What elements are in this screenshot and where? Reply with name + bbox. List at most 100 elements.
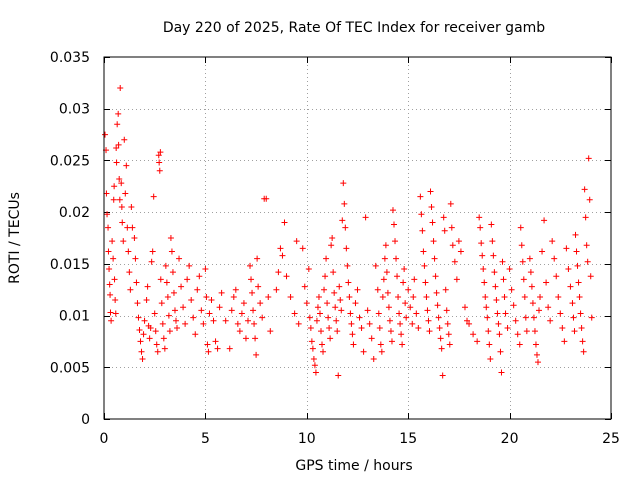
data-point [240, 300, 247, 307]
data-point [358, 324, 365, 331]
data-point [114, 121, 121, 128]
data-point [368, 335, 375, 342]
data-point [354, 286, 361, 293]
data-point [127, 286, 134, 293]
data-point [128, 203, 135, 210]
data-point [313, 317, 320, 324]
grid-layer [104, 57, 611, 419]
data-point [334, 328, 341, 335]
data-point [341, 200, 348, 207]
data-point [385, 304, 392, 311]
data-point [386, 317, 393, 324]
data-point [466, 320, 473, 327]
data-point [484, 314, 491, 321]
data-point [248, 276, 255, 283]
data-point [112, 310, 119, 317]
data-point [499, 258, 506, 265]
data-point [481, 279, 488, 286]
data-point [188, 297, 195, 304]
data-point [184, 276, 191, 283]
data-point [105, 224, 112, 231]
data-point [159, 320, 166, 327]
y-tick-label: 0.005 [50, 360, 90, 376]
data-point [126, 269, 133, 276]
data-point [512, 317, 519, 324]
data-point [154, 348, 161, 355]
data-point [432, 273, 439, 280]
data-point [163, 279, 170, 286]
data-point [299, 245, 306, 252]
data-point [172, 317, 179, 324]
data-point [316, 310, 323, 317]
data-point [342, 224, 349, 231]
data-point [279, 252, 286, 259]
data-point [168, 248, 175, 255]
data-point [162, 262, 169, 269]
data-point [436, 324, 443, 331]
data-point [488, 221, 495, 228]
data-point [372, 262, 379, 269]
data-point [125, 248, 132, 255]
data-point [435, 314, 442, 321]
data-point [144, 283, 151, 290]
data-point [447, 200, 454, 207]
data-point [431, 255, 438, 262]
data-point [252, 335, 259, 342]
data-point [169, 269, 176, 276]
data-point [121, 136, 128, 143]
data-point [572, 231, 579, 238]
data-point [319, 341, 326, 348]
data-point [574, 262, 581, 269]
data-point [398, 331, 405, 338]
data-point [374, 286, 381, 293]
data-point [451, 258, 458, 265]
data-point [494, 310, 501, 317]
data-point [576, 293, 583, 300]
data-point [375, 310, 382, 317]
data-point [311, 362, 318, 369]
data-point [439, 372, 446, 379]
data-point [453, 276, 460, 283]
data-point [194, 286, 201, 293]
data-point [520, 276, 527, 283]
data-point [551, 255, 558, 262]
data-point [171, 307, 178, 314]
data-point [116, 176, 123, 183]
data-point [253, 351, 260, 358]
data-point [389, 207, 396, 214]
data-point [577, 310, 584, 317]
data-point [122, 190, 129, 197]
data-point [508, 286, 515, 293]
data-point [307, 324, 314, 331]
data-point [464, 317, 471, 324]
data-point [167, 235, 174, 241]
data-point [312, 369, 319, 376]
data-point [497, 348, 504, 355]
data-point [115, 141, 122, 148]
data-point [476, 214, 483, 221]
data-point [190, 314, 197, 321]
data-point [496, 331, 503, 338]
data-point [434, 302, 441, 309]
data-point [527, 269, 534, 276]
data-point [152, 328, 159, 335]
data-point [586, 196, 593, 203]
data-point [530, 314, 537, 321]
data-point [166, 328, 173, 335]
data-point [129, 224, 136, 231]
data-point [205, 348, 212, 355]
data-point [118, 180, 125, 187]
data-point [493, 297, 500, 304]
data-point [161, 345, 168, 352]
data-point [332, 304, 339, 311]
data-point [575, 279, 582, 286]
data-point [413, 310, 420, 317]
data-point [113, 159, 120, 166]
data-point [141, 317, 148, 324]
data-point [110, 255, 117, 262]
data-point [448, 224, 455, 231]
data-point [250, 307, 257, 314]
data-point [210, 317, 217, 324]
